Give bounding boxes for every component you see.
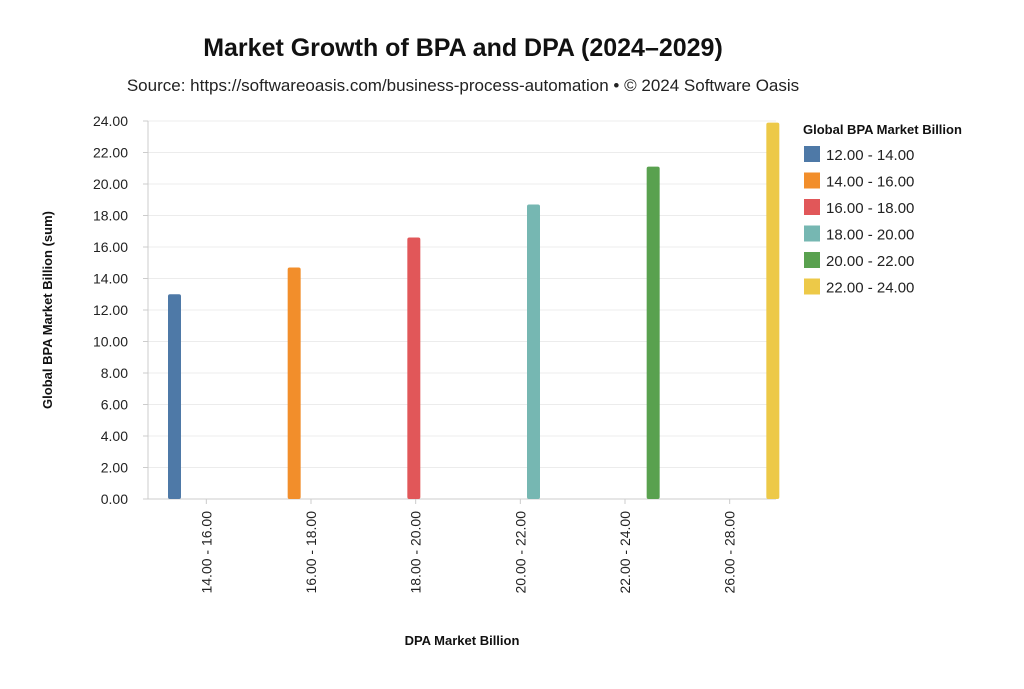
legend-label: 22.00 - 24.00 <box>826 280 914 297</box>
bar-20-00-22-00 <box>646 166 660 500</box>
x-tick-label: 22.00 - 24.00 <box>617 511 633 594</box>
y-tick-label: 24.00 <box>93 113 128 129</box>
bar-14-00-16-00 <box>287 267 301 499</box>
y-tick-label: 0.00 <box>101 491 128 507</box>
y-tick-label: 22.00 <box>93 145 128 161</box>
x-tick-label: 18.00 - 20.00 <box>408 511 424 594</box>
legend-label: 16.00 - 18.00 <box>826 200 914 217</box>
y-tick-label: 2.00 <box>101 460 128 476</box>
chart-title: Market Growth of BPA and DPA (2024–2029) <box>203 34 723 62</box>
legend-title: Global BPA Market Billion <box>803 122 962 137</box>
legend-swatch <box>804 172 820 189</box>
y-tick-label: 8.00 <box>101 365 128 381</box>
bar-22-00-24-00 <box>766 122 780 499</box>
y-tick-label: 10.00 <box>93 334 128 350</box>
x-tick-label: 26.00 - 28.00 <box>722 511 738 594</box>
bar-18-00-20-00 <box>527 204 540 499</box>
x-axis-title: DPA Market Billion <box>405 633 520 648</box>
bar-16-00-18-00 <box>407 237 421 500</box>
legend-swatch <box>804 199 820 215</box>
y-tick-label: 6.00 <box>101 397 128 413</box>
legend-swatch <box>804 278 820 295</box>
legend-swatch <box>804 225 820 242</box>
legend-label: 14.00 - 16.00 <box>826 174 914 191</box>
y-tick-label: 12.00 <box>93 302 128 318</box>
y-tick-label: 18.00 <box>93 208 128 224</box>
y-tick-label: 4.00 <box>101 428 128 444</box>
legend-swatch <box>804 146 820 162</box>
legend-swatch <box>804 252 820 268</box>
bar-12-00-14-00 <box>168 294 181 499</box>
x-tick-label: 14.00 - 16.00 <box>198 511 214 594</box>
chart-subtitle: Source: https://softwareoasis.com/busine… <box>126 76 800 95</box>
legend-label: 20.00 - 22.00 <box>826 253 914 270</box>
x-tick-label: 20.00 - 22.00 <box>512 511 528 594</box>
legend-label: 18.00 - 20.00 <box>826 227 914 244</box>
y-tick-label: 20.00 <box>93 176 128 192</box>
y-tick-label: 16.00 <box>93 239 128 255</box>
legend-label: 12.00 - 14.00 <box>826 147 914 164</box>
y-axis-title: Global BPA Market Billion (sum) <box>40 211 55 409</box>
x-tick-label: 16.00 - 18.00 <box>303 511 319 594</box>
y-tick-label: 14.00 <box>93 271 128 287</box>
